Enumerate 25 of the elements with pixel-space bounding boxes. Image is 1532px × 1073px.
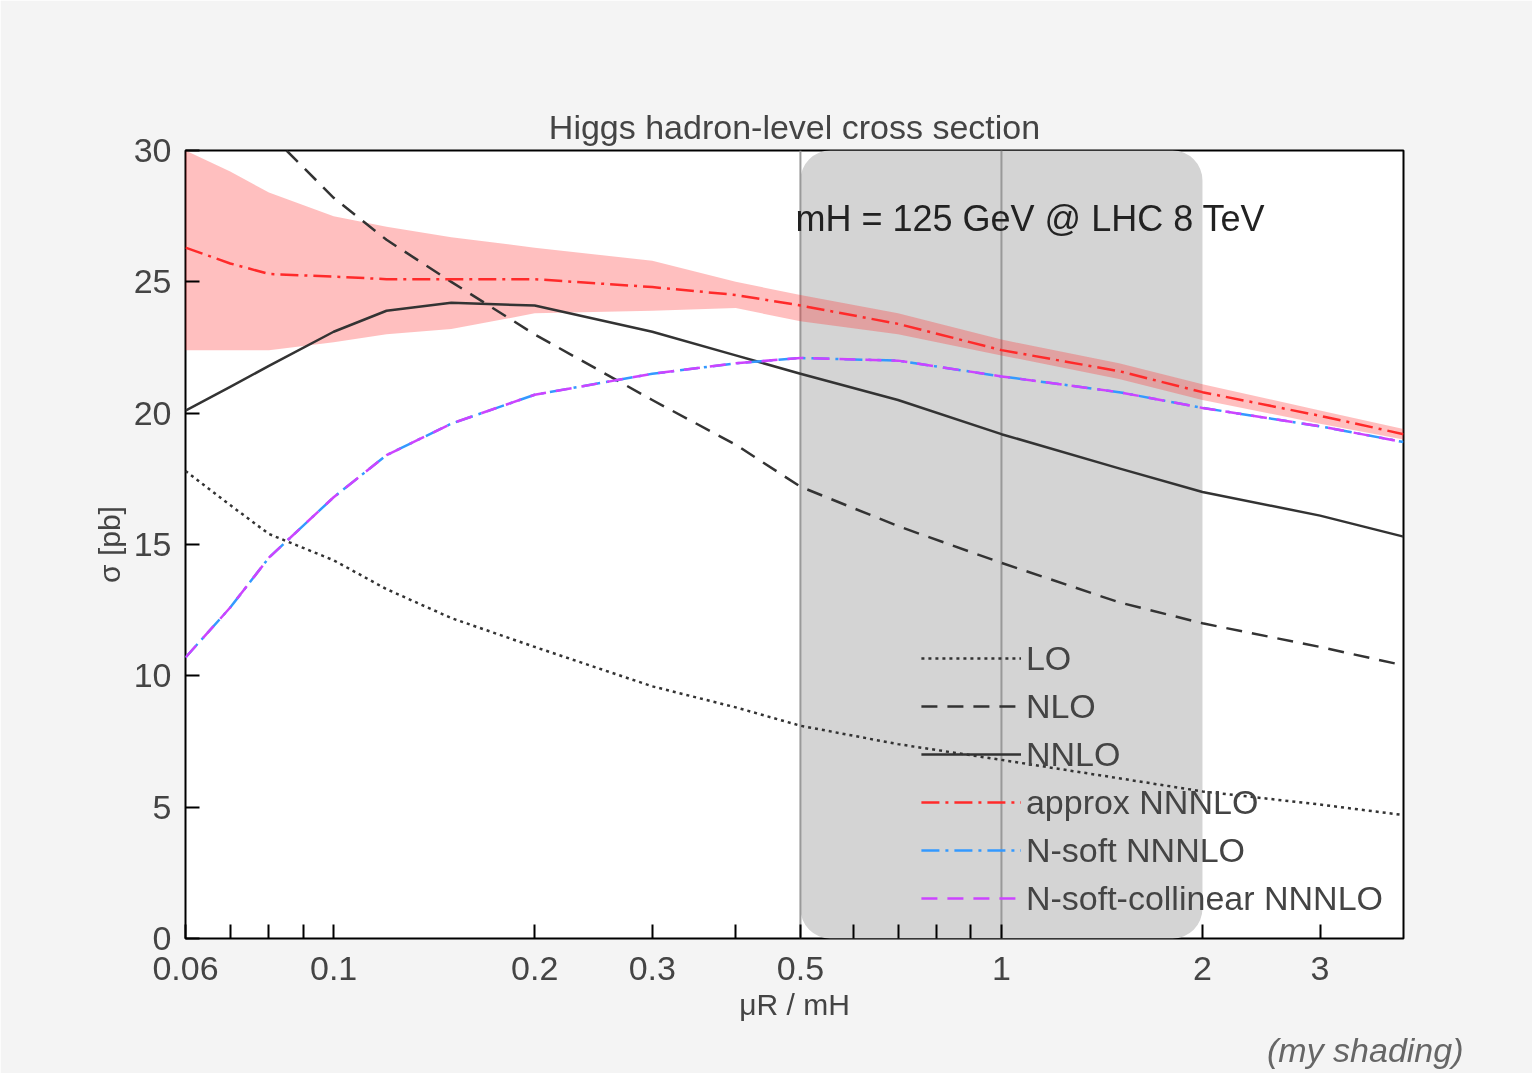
legend-label: N-soft NNNLO: [1025, 830, 1246, 870]
x-tick-label: 2: [1193, 948, 1212, 987]
legend-label: approx NNNLO: [1025, 782, 1259, 822]
legend-label: NLO: [1025, 686, 1096, 726]
y-tick-label: 20: [133, 393, 172, 432]
y-tick-label: 25: [133, 262, 172, 301]
chart-title: Higgs hadron-level cross section: [548, 107, 1041, 146]
y-tick-label: 0: [152, 919, 172, 957]
x-tick-label: 0.2: [511, 948, 559, 987]
y-tick-label: 15: [133, 525, 172, 563]
x-axis-title: μR / mH: [739, 987, 850, 1021]
y-axis-title: σ [pb]: [92, 506, 126, 583]
x-tick-label: 1: [991, 948, 1011, 987]
y-tick-label: 30: [133, 131, 172, 169]
x-tick-label: 3: [1310, 948, 1330, 987]
x-tick-label: 0.3: [628, 948, 676, 987]
legend-label: N-soft-collinear NNNLO: [1025, 878, 1383, 918]
x-tick-label: 0.5: [776, 948, 825, 987]
x-tick-label: 0.1: [310, 948, 358, 987]
y-tick-label: 5: [152, 787, 172, 826]
y-tick-label: 10: [133, 656, 172, 695]
legend-label: NNLO: [1025, 734, 1121, 774]
text: (my shading): [1266, 1030, 1464, 1069]
legend-label: LO: [1025, 638, 1072, 678]
annotation: mH = 125 GeV @ LHC 8 TeV: [795, 197, 1265, 239]
